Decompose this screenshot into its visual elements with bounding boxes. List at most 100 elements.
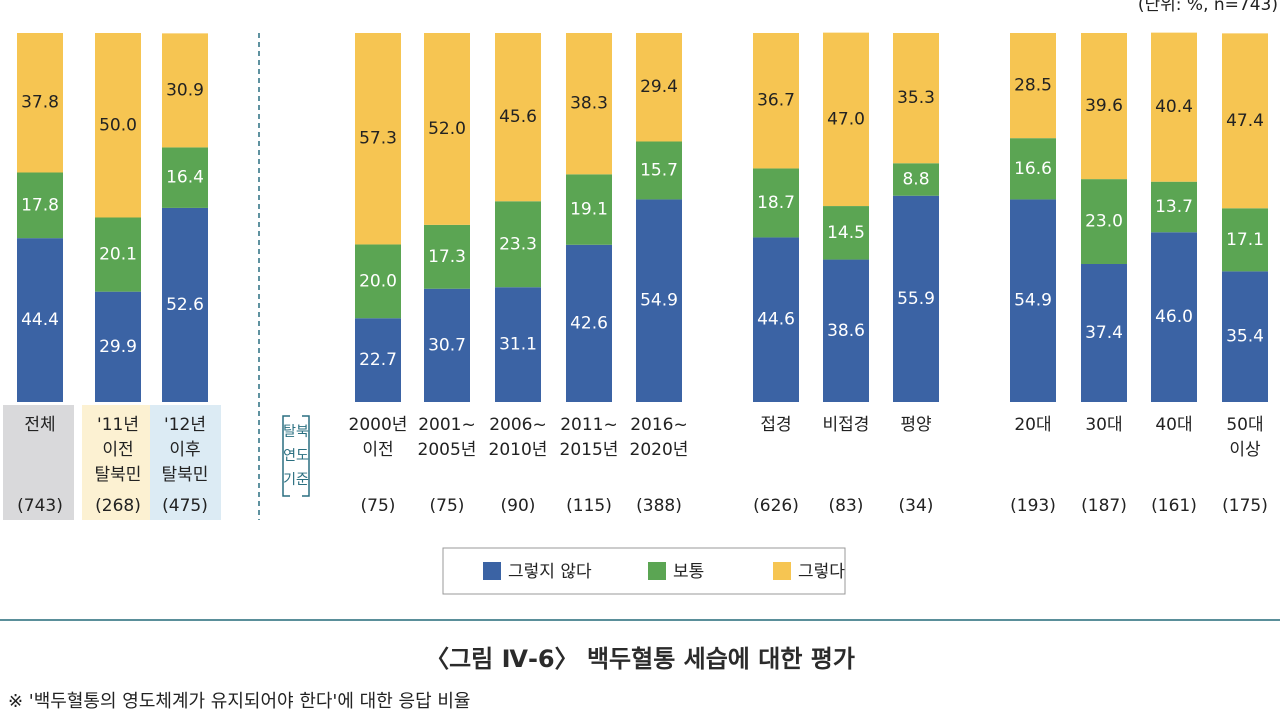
value-label: 54.9 bbox=[640, 291, 678, 311]
x-tick-label: 접경 bbox=[760, 415, 791, 435]
group-label: 탈북 bbox=[283, 424, 309, 440]
value-label: 13.7 bbox=[1155, 197, 1193, 217]
bar-segment bbox=[753, 33, 799, 169]
bar-segment bbox=[893, 163, 939, 196]
bar-segment bbox=[1151, 181, 1197, 233]
legend-swatch bbox=[483, 562, 501, 580]
value-label: 16.6 bbox=[1014, 159, 1052, 179]
bar-segment bbox=[566, 174, 612, 245]
unit-note: (단위: %, n=743) bbox=[1138, 0, 1278, 15]
x-tick-label: 2011~ bbox=[560, 415, 618, 435]
value-label: 30.9 bbox=[166, 80, 204, 100]
bar-segment bbox=[17, 172, 63, 239]
bar-segment bbox=[636, 141, 682, 200]
value-label: 17.8 bbox=[21, 195, 59, 215]
bar-segment bbox=[1222, 208, 1268, 272]
value-label: 18.7 bbox=[757, 193, 795, 213]
count-label: (193) bbox=[1010, 496, 1056, 516]
bar-segment bbox=[1081, 263, 1127, 402]
value-label: 22.7 bbox=[359, 350, 397, 370]
x-tick-label: 2010년 bbox=[489, 440, 548, 460]
bar-segment bbox=[1081, 179, 1127, 264]
value-label: 52.0 bbox=[428, 119, 466, 139]
bar-segment bbox=[424, 224, 470, 289]
count-label: (475) bbox=[162, 496, 208, 516]
group-label: 기준 bbox=[283, 472, 309, 488]
value-label: 23.0 bbox=[1085, 212, 1123, 232]
count-label: (34) bbox=[899, 496, 934, 516]
note: ※ '백두혈통의 영도체계가 유지되어야 한다'에 대한 응답 비율 bbox=[8, 691, 470, 712]
value-label: 57.3 bbox=[359, 129, 397, 149]
value-label: 39.6 bbox=[1085, 96, 1123, 116]
bar-segment bbox=[95, 217, 141, 292]
bar-segment bbox=[17, 238, 63, 402]
bar-segment bbox=[424, 288, 470, 402]
legend-label: 보통 bbox=[673, 562, 704, 582]
value-label: 37.8 bbox=[21, 93, 59, 113]
value-label: 46.0 bbox=[1155, 307, 1193, 327]
bar-segment bbox=[823, 32, 869, 207]
bar-segment bbox=[495, 201, 541, 288]
bar-segment bbox=[162, 207, 208, 402]
bar-segment bbox=[1081, 33, 1127, 180]
bar-segment bbox=[893, 33, 939, 164]
bar-segment bbox=[1151, 32, 1197, 182]
value-label: 45.6 bbox=[499, 107, 537, 127]
x-tick-label: '11년 bbox=[97, 415, 139, 435]
value-label: 47.4 bbox=[1226, 111, 1264, 131]
bar-segment bbox=[95, 291, 141, 402]
value-label: 17.3 bbox=[428, 247, 466, 267]
x-tick-label: 2000년 bbox=[349, 415, 408, 435]
value-label: 38.6 bbox=[827, 321, 865, 341]
count-label: (268) bbox=[95, 496, 141, 516]
bar-segment bbox=[1010, 33, 1056, 139]
value-label: 20.0 bbox=[359, 271, 397, 291]
value-label: 29.9 bbox=[99, 337, 137, 357]
bar-segment bbox=[17, 33, 63, 173]
value-label: 40.4 bbox=[1155, 97, 1193, 117]
count-label: (743) bbox=[17, 496, 63, 516]
bar-segment bbox=[424, 33, 470, 225]
x-tick-label: 이전 bbox=[102, 440, 133, 460]
legend-label: 그렇지 않다 bbox=[508, 562, 592, 582]
value-label: 15.7 bbox=[640, 160, 678, 180]
bar-segment bbox=[823, 206, 869, 260]
x-tick-label: 탈북민 bbox=[95, 465, 142, 485]
value-label: 54.9 bbox=[1014, 291, 1052, 311]
bar-segment bbox=[1010, 199, 1056, 402]
bar-segment bbox=[495, 287, 541, 402]
x-tick-label: 이상 bbox=[1229, 440, 1261, 460]
x-tick-label: 2001~ bbox=[418, 415, 476, 435]
count-label: (115) bbox=[566, 496, 612, 516]
x-tick-label: 2015년 bbox=[560, 440, 619, 460]
bar-segment bbox=[355, 33, 401, 245]
category-bg bbox=[150, 405, 221, 520]
value-label: 35.3 bbox=[897, 88, 935, 108]
x-tick-label: 2016~ bbox=[630, 415, 688, 435]
x-tick-label: 30대 bbox=[1085, 415, 1122, 435]
group-label: 연도 bbox=[283, 448, 309, 464]
bar-segment bbox=[1222, 33, 1268, 209]
bar-segment bbox=[1151, 232, 1197, 402]
value-label: 14.5 bbox=[827, 223, 865, 243]
count-label: (175) bbox=[1222, 496, 1268, 516]
value-label: 8.8 bbox=[902, 169, 929, 189]
x-tick-label: 2006~ bbox=[489, 415, 547, 435]
value-label: 44.4 bbox=[21, 310, 59, 330]
x-tick-label: 탈북민 bbox=[162, 465, 209, 485]
value-label: 23.3 bbox=[499, 234, 537, 254]
x-tick-label: 이후 bbox=[169, 440, 200, 460]
bar-segment bbox=[1222, 271, 1268, 402]
value-label: 37.4 bbox=[1085, 323, 1123, 343]
bar-segment bbox=[566, 244, 612, 402]
x-tick-label: 20대 bbox=[1014, 415, 1051, 435]
x-tick-label: 전체 bbox=[24, 415, 55, 435]
bar-segment bbox=[636, 199, 682, 402]
value-label: 35.4 bbox=[1226, 327, 1264, 347]
value-label: 42.6 bbox=[570, 313, 608, 333]
bar-segment bbox=[162, 147, 208, 208]
group-bracket bbox=[302, 415, 310, 497]
value-label: 28.5 bbox=[1014, 76, 1052, 96]
bar-segment bbox=[893, 195, 939, 402]
